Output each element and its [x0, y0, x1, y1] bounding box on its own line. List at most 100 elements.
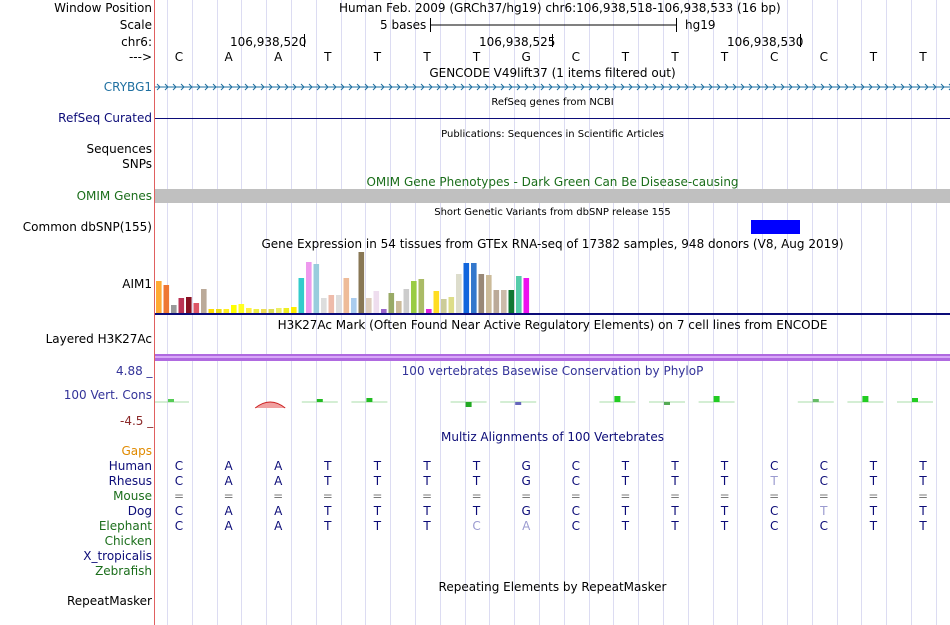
label-divider	[154, 0, 155, 625]
gencode-gene-label[interactable]: CRYBG1	[103, 80, 152, 94]
strand-chevron	[668, 83, 673, 91]
phylop-score-bar	[168, 399, 174, 402]
species-label-rhesus[interactable]: Rhesus	[108, 474, 152, 488]
strand-chevron	[428, 83, 433, 91]
gtex-tissue-bar	[493, 290, 500, 313]
coord-tick-1: 106,938,520	[230, 35, 307, 49]
window-position-label: Window Position	[54, 1, 152, 15]
alignment-base: T	[373, 459, 382, 473]
alignment-base: T	[621, 504, 630, 518]
alignment-base: C	[174, 504, 184, 518]
alignment-base: T	[869, 474, 878, 488]
h3k27ac-track-label[interactable]: Layered H3K27Ac	[45, 332, 152, 346]
species-label-dog[interactable]: Dog	[127, 504, 152, 518]
phylop-score-bar	[664, 402, 670, 405]
species-label-chicken[interactable]: Chicken	[104, 534, 152, 548]
strand-chevron	[436, 83, 441, 91]
strand-chevron	[708, 83, 713, 91]
gencode-track-title[interactable]: GENCODE V49lift37 (1 items filtered out)	[429, 66, 676, 80]
species-label-x_tropicalis[interactable]: X_tropicalis	[83, 549, 152, 563]
species-label-human[interactable]: Human	[108, 459, 152, 473]
strand-chevron	[388, 83, 393, 91]
alignment-base: =	[620, 489, 631, 503]
alignment-base: C	[819, 519, 828, 533]
gaps-label[interactable]: Gaps	[121, 444, 152, 458]
phylop-score-bar	[812, 399, 819, 402]
alignment-base: =	[471, 489, 482, 503]
publications-track-title[interactable]: Publications: Sequences in Scientific Ar…	[441, 129, 664, 140]
refseq-gene-line[interactable]	[155, 118, 950, 119]
species-label-zebrafish[interactable]: Zebrafish	[95, 564, 152, 578]
strand-chevron	[620, 83, 625, 91]
sequences-label[interactable]: Sequences	[86, 142, 152, 156]
alignment-base: A	[224, 474, 233, 488]
phylop-track-title[interactable]: 100 vertebrates Basewise Conservation by…	[401, 364, 704, 378]
alignment-base: T	[373, 474, 382, 488]
strand-chevron	[252, 83, 257, 91]
gtex-tissue-bar	[298, 278, 305, 313]
strand-chevron	[244, 83, 249, 91]
phylop-score-bar	[316, 399, 323, 402]
strand-chevron	[860, 83, 865, 91]
omim-feature-bar[interactable]	[155, 189, 950, 203]
gtex-gene-label[interactable]: AIM1	[122, 277, 152, 291]
strand-chevron	[596, 83, 601, 91]
strand-chevron	[492, 83, 497, 91]
phylop-wiggle[interactable]	[155, 378, 950, 428]
snps-label[interactable]: SNPs	[122, 157, 152, 171]
dbsnp-track-label[interactable]: Common dbSNP(155)	[22, 220, 152, 234]
base-letter: T	[472, 50, 481, 64]
coord-tick-2: 106,938,525	[479, 35, 556, 49]
strand-chevron	[452, 83, 457, 91]
alignment-base: T	[671, 519, 679, 533]
strand-chevron	[628, 83, 633, 91]
gtex-bar-chart[interactable]	[155, 252, 950, 314]
phylop-track-label[interactable]: 100 Vert. Cons	[63, 388, 152, 402]
refseq-track-title[interactable]: RefSeq genes from NCBI	[491, 97, 614, 108]
omim-track-title[interactable]: OMIM Gene Phenotypes - Dark Green Can Be…	[366, 175, 739, 189]
repeatmasker-track-title[interactable]: Repeating Elements by RepeatMasker	[438, 580, 667, 594]
multiz-track-title[interactable]: Multiz Alignments of 100 Vertebrates	[440, 430, 665, 444]
strand-arrow-label: --->	[128, 50, 152, 64]
strand-chevron	[460, 83, 465, 91]
gencode-gene-feature[interactable]	[155, 81, 950, 93]
alignment-base: C	[571, 519, 580, 533]
dbsnp-track-title[interactable]: Short Genetic Variants from dbSNP releas…	[434, 207, 671, 218]
dbsnp-variant-feature[interactable]	[751, 220, 800, 234]
strand-chevron	[484, 83, 489, 91]
alignment-base: =	[769, 489, 780, 503]
strand-chevron	[444, 83, 449, 91]
strand-chevron	[292, 83, 297, 91]
gtex-tissue-bar	[306, 262, 312, 313]
strand-chevron	[340, 83, 345, 91]
repeatmasker-track-label[interactable]: RepeatMasker	[66, 594, 152, 608]
alignment-base: G	[521, 459, 531, 473]
h3k27ac-track-title[interactable]: H3K27Ac Mark (Often Found Near Active Re…	[277, 318, 828, 332]
base-letter: T	[373, 50, 382, 64]
alignment-base: =	[917, 489, 929, 503]
alignment-base: =	[173, 489, 185, 503]
strand-chevron	[348, 83, 353, 91]
gtex-tissue-bar	[201, 289, 207, 313]
strand-chevron	[204, 83, 209, 91]
gtex-baseline	[155, 313, 950, 315]
strand-chevron	[236, 83, 241, 91]
strand-chevron	[612, 83, 617, 91]
alignment-base: T	[472, 459, 481, 473]
strand-chevron	[732, 83, 737, 91]
gtex-track-title[interactable]: Gene Expression in 54 tissues from GTEx …	[261, 237, 844, 251]
species-label-elephant[interactable]: Elephant	[98, 519, 152, 533]
alignment-base: T	[373, 519, 382, 533]
omim-track-label[interactable]: OMIM Genes	[76, 189, 152, 203]
strand-chevron	[532, 83, 537, 91]
strand-chevron	[788, 83, 793, 91]
gtex-tissue-bar	[283, 308, 290, 313]
gtex-tissue-bar	[441, 299, 447, 313]
species-label-mouse[interactable]: Mouse	[113, 489, 152, 503]
base-letter: C	[769, 50, 779, 64]
alignment-base: T	[869, 519, 878, 533]
strand-chevron	[268, 83, 273, 91]
gtex-tissue-bar	[478, 274, 485, 313]
strand-chevron	[844, 83, 849, 91]
refseq-track-label[interactable]: RefSeq Curated	[58, 111, 152, 125]
